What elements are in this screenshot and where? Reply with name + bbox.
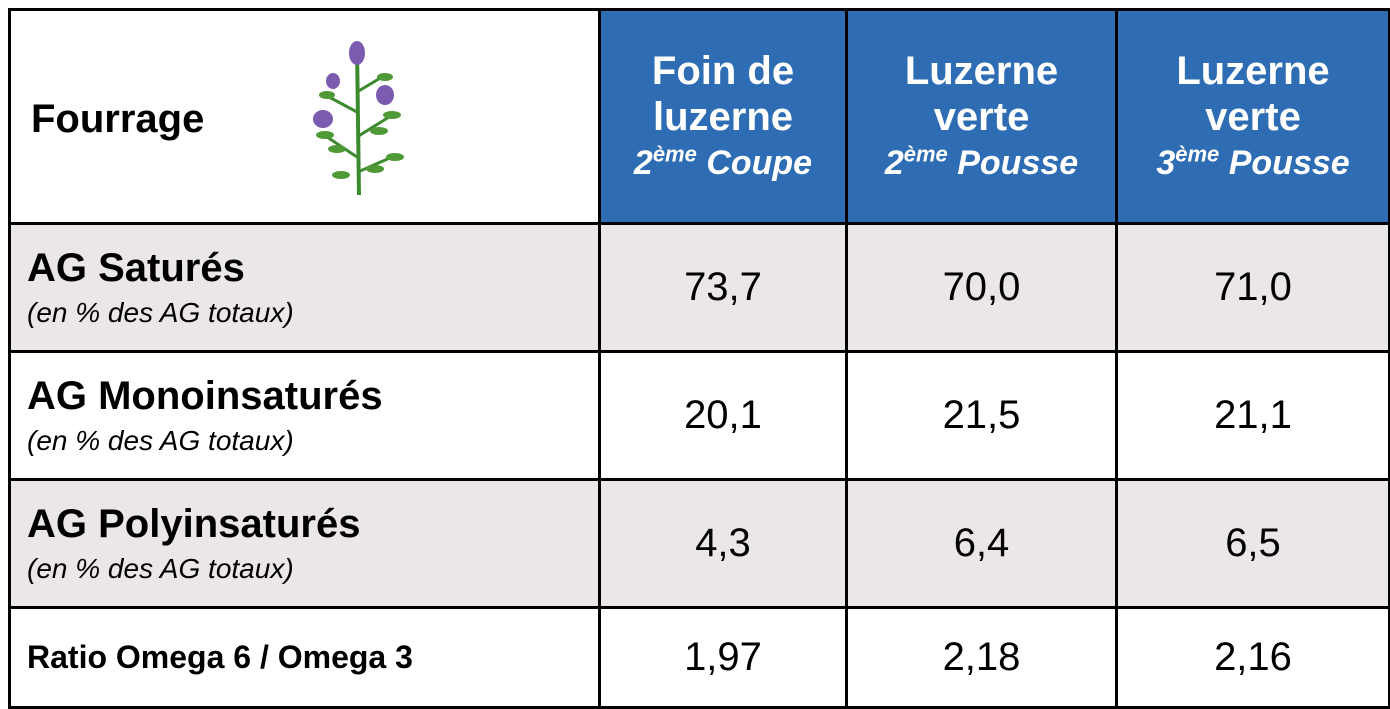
stage: Coupe bbox=[706, 144, 812, 182]
row-header: AG Monoinsaturés (en % des AG totaux) bbox=[10, 352, 600, 480]
column-stage: 3ème Pousse bbox=[1118, 140, 1388, 186]
column-line: Luzerne bbox=[848, 48, 1115, 94]
column-line: Luzerne bbox=[1118, 48, 1388, 94]
value-cell: 20,1 bbox=[600, 352, 847, 480]
plant-icon bbox=[307, 37, 407, 197]
row-note: (en % des AG totaux) bbox=[27, 553, 598, 585]
value-cell: 21,5 bbox=[847, 352, 1117, 480]
ordinal: 2 bbox=[885, 144, 904, 182]
column-line: verte bbox=[1118, 94, 1388, 140]
row-label: Ratio Omega 6 / Omega 3 bbox=[27, 639, 598, 676]
column-stage: 2ème Coupe bbox=[601, 140, 845, 186]
value-cell: 1,97 bbox=[600, 608, 847, 708]
row-note: (en % des AG totaux) bbox=[27, 297, 598, 329]
ordinal: 2 bbox=[634, 144, 653, 182]
header-cell: Fourrage bbox=[10, 10, 600, 224]
value-cell: 2,16 bbox=[1117, 608, 1390, 708]
ordinal-suffix: ème bbox=[904, 141, 948, 166]
value-cell: 71,0 bbox=[1117, 224, 1390, 352]
value-cell: 70,0 bbox=[847, 224, 1117, 352]
row-note: (en % des AG totaux) bbox=[27, 425, 598, 457]
ordinal-suffix: ème bbox=[1175, 141, 1219, 166]
stage: Pousse bbox=[957, 144, 1078, 182]
value-cell: 2,18 bbox=[847, 608, 1117, 708]
row-label: AG Monoinsaturés bbox=[27, 374, 598, 419]
value-cell: 6,4 bbox=[847, 480, 1117, 608]
ordinal: 3 bbox=[1156, 144, 1175, 182]
column-line: Foin de bbox=[601, 48, 845, 94]
stage: Pousse bbox=[1229, 144, 1350, 182]
value-cell: 6,5 bbox=[1117, 480, 1390, 608]
row-header: Ratio Omega 6 / Omega 3 bbox=[10, 608, 600, 708]
column-line: luzerne bbox=[601, 94, 845, 140]
column-stage: 2ème Pousse bbox=[848, 140, 1115, 186]
value-cell: 21,1 bbox=[1117, 352, 1390, 480]
ordinal-suffix: ème bbox=[653, 141, 697, 166]
row-header: AG Saturés (en % des AG totaux) bbox=[10, 224, 600, 352]
row-header: AG Polyinsaturés (en % des AG totaux) bbox=[10, 480, 600, 608]
row-label: AG Saturés bbox=[27, 246, 598, 291]
column-line: verte bbox=[848, 94, 1115, 140]
value-cell: 73,7 bbox=[600, 224, 847, 352]
page: Fourrage Foin deluzerne2ème CoupeLuzerne… bbox=[0, 0, 1390, 707]
value-cell: 4,3 bbox=[600, 480, 847, 608]
header-label: Fourrage bbox=[31, 97, 204, 142]
table-row: AG Monoinsaturés (en % des AG totaux)20,1… bbox=[10, 352, 1390, 480]
row-label: AG Polyinsaturés bbox=[27, 502, 598, 547]
